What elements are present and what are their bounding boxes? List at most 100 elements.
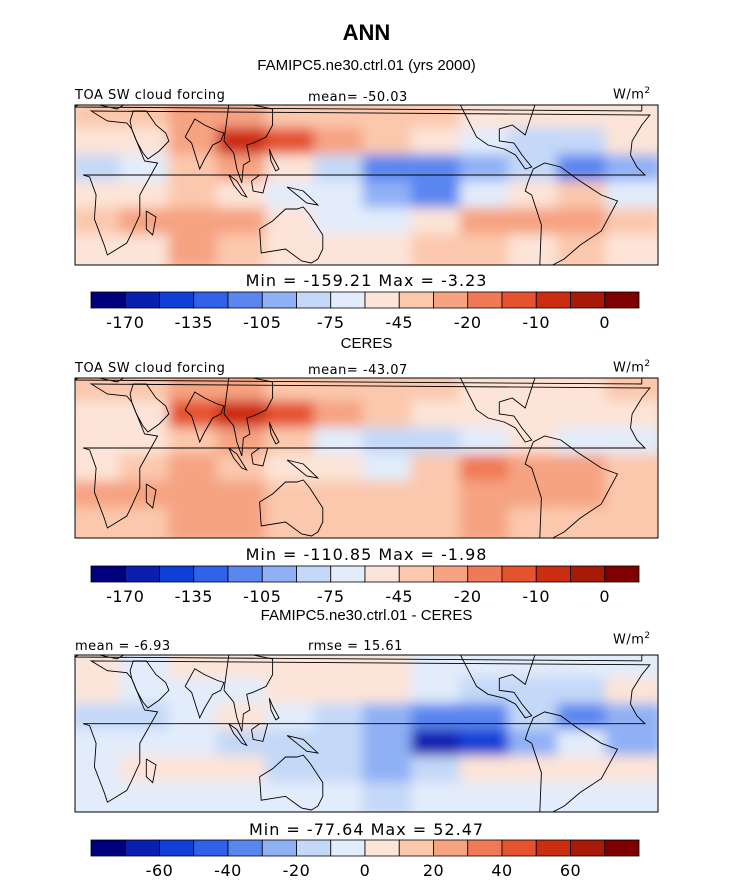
panel-2-units: W/m2 [613, 359, 651, 375]
coastline [145, 758, 157, 784]
panel-2-variable-label: TOA SW cloud forcing [75, 361, 226, 376]
colorbar-swatch [364, 291, 400, 309]
colorbar-swatch [398, 839, 434, 857]
colorbar-tick-label: -45 [385, 587, 413, 606]
colorbar-swatch [364, 839, 400, 857]
coastline [145, 210, 157, 236]
colorbar-swatch [604, 291, 640, 309]
panel-3-rmse-label: rmse = 15.61 [308, 639, 403, 654]
colorbar-swatch [535, 839, 571, 857]
colorbar-swatch [467, 839, 503, 857]
coastline [129, 660, 170, 709]
colorbar-swatch [90, 291, 126, 309]
map-cell [75, 234, 128, 265]
map-cell [556, 234, 614, 265]
map-field-1 [75, 105, 658, 265]
panel-2-units-sup: 2 [644, 359, 651, 369]
map-cell [75, 507, 128, 538]
map-cell [556, 507, 614, 538]
colorbar-swatch [227, 291, 263, 309]
map-field-3 [75, 655, 658, 812]
coastline [459, 655, 536, 719]
coastline [223, 655, 274, 732]
colorbar-swatch [535, 565, 571, 583]
map-cell [508, 234, 565, 265]
coastline [268, 698, 280, 721]
coastline [145, 483, 157, 509]
colorbar-swatch [364, 565, 400, 583]
map-cell [362, 234, 420, 265]
colorbar-swatch [570, 839, 606, 857]
panel-1-mean-label: mean= -50.03 [308, 90, 408, 105]
colorbar-swatch [330, 291, 366, 309]
colorbar-swatch [159, 565, 195, 583]
colorbar-tick-label: -170 [106, 313, 144, 332]
coastline [228, 174, 248, 198]
colorbar-2: -170 -135 -105 -75 -45 -20 -10 0 [90, 565, 640, 606]
coastline [286, 459, 320, 479]
colorbar-swatch [124, 291, 160, 309]
panel-1-units-text: W/m [613, 87, 645, 103]
map-cell [605, 234, 658, 265]
panel-1-units-sup: 2 [644, 86, 651, 96]
colorbar-swatch [570, 291, 606, 309]
colorbar-swatch [296, 839, 332, 857]
colorbar-swatch [261, 565, 297, 583]
map-cell [605, 781, 658, 812]
panel-2-units-text: W/m [613, 360, 645, 376]
colorbar-swatch [193, 565, 229, 583]
map-cell [216, 507, 274, 538]
map-cell [168, 507, 225, 538]
colorbar-tick-label: -170 [106, 587, 144, 606]
colorbar-tick-label: -60 [146, 861, 174, 880]
coastline [223, 105, 274, 184]
map-cell [265, 234, 322, 265]
colorbar-tick-label: 20 [423, 861, 444, 880]
colorbar-tick-label: -40 [214, 861, 242, 880]
colorbar-tick-label: -10 [522, 587, 550, 606]
coastline [75, 105, 643, 112]
coastline [524, 711, 619, 812]
coastline [259, 754, 324, 811]
colorbar-swatch [467, 565, 503, 583]
panel-1-minmax: Min = -159.21 Max = -3.23 [245, 271, 488, 290]
map-cell [216, 781, 274, 812]
coastline [228, 447, 248, 471]
coastlines-1 [75, 105, 651, 265]
coastline [129, 110, 170, 160]
colorbar-swatch [159, 839, 195, 857]
colorbar-swatch [124, 565, 160, 583]
map-cell [411, 781, 468, 812]
colorbar-tick-label: 40 [491, 861, 512, 880]
map-cell [313, 234, 371, 265]
coastline [259, 206, 324, 264]
coastline [286, 186, 320, 206]
colorbar-swatch [467, 291, 503, 309]
colorbar-tick-label: 0 [599, 587, 610, 606]
map-cell [362, 781, 420, 812]
colorbar-swatch [296, 291, 332, 309]
coastline [251, 723, 269, 742]
colorbar-swatch [159, 291, 195, 309]
colorbar-swatch [535, 291, 571, 309]
panel-2-title: CERES [340, 335, 393, 352]
map-cell [313, 781, 371, 812]
colorbar-swatch [501, 839, 537, 857]
coastline [228, 723, 248, 747]
colorbar-swatch [90, 839, 126, 857]
panel-3-units-sup: 2 [644, 631, 651, 641]
coastline [184, 118, 225, 171]
colorbar-tick-label: -75 [317, 587, 345, 606]
coastline [75, 378, 643, 385]
coastline [251, 447, 269, 467]
colorbar-tick-label: -45 [385, 313, 413, 332]
coastline [82, 110, 651, 256]
colorbar-swatch [227, 839, 263, 857]
map-cell [508, 507, 565, 538]
colorbar-swatch [398, 565, 434, 583]
colorbar-swatch [433, 291, 469, 309]
map-cell [168, 234, 225, 265]
map-cell [508, 781, 565, 812]
colorbar-swatch [193, 291, 229, 309]
colorbar-tick-label: -105 [243, 587, 281, 606]
